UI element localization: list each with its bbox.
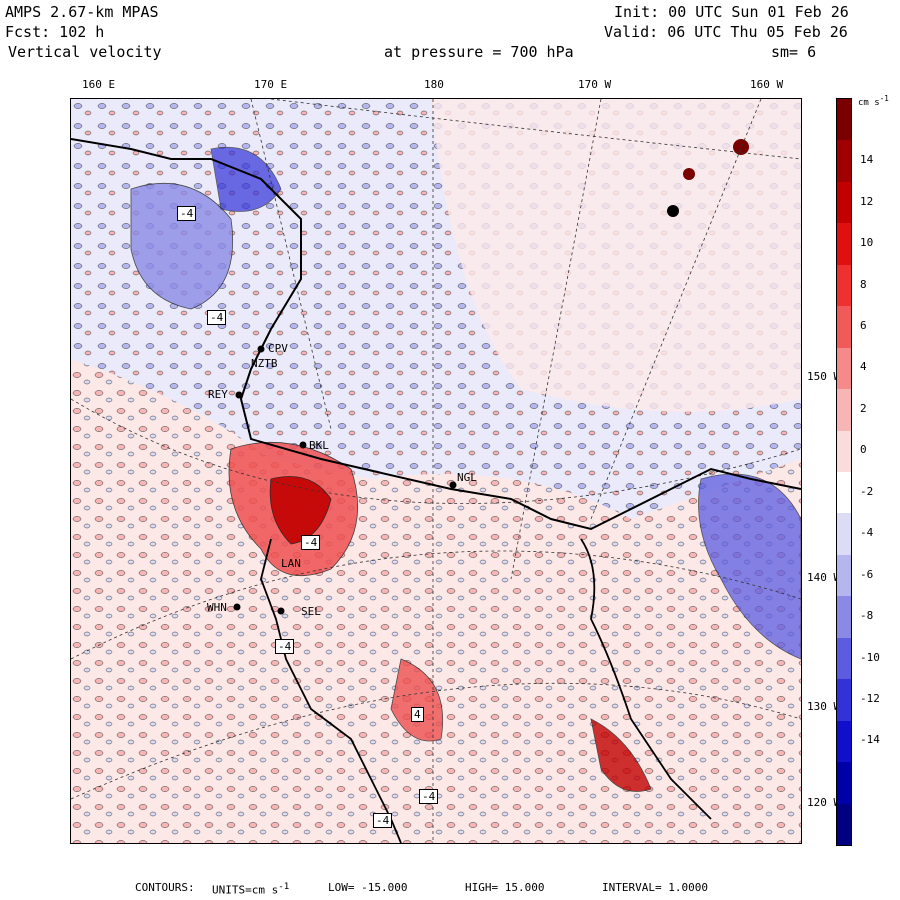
- station-nztb: NZTB: [251, 357, 278, 370]
- downdraft-region: [130, 182, 234, 310]
- station-bkl: BKL: [309, 439, 329, 452]
- lat-label-140w: 140 W: [807, 571, 841, 584]
- colorbar-tick-label: 0: [860, 443, 867, 457]
- colorbar-segment: [837, 762, 851, 805]
- lon-label-160w: 160 W: [750, 78, 784, 91]
- station-lan: LAN: [281, 557, 301, 570]
- lon-label-160e: 160 E: [82, 78, 116, 91]
- colorbar-segment: [837, 306, 851, 349]
- contour-box-label: -4: [373, 813, 393, 828]
- footer-units: UNITS=cm s-1: [212, 881, 290, 897]
- valid-time: Valid: 06 UTC Thu 05 Feb 26: [604, 23, 848, 41]
- colorbar-segment: [837, 389, 851, 432]
- model-title: AMPS 2.67-km MPAS: [5, 3, 159, 21]
- contour-box-label: -4: [301, 535, 321, 550]
- lon-label-170w: 170 W: [578, 78, 612, 91]
- map-canvas: [71, 99, 801, 843]
- colorbar-segment: [837, 472, 851, 514]
- colorbar-segment: [837, 140, 851, 183]
- lat-label-150w: 150 W: [807, 370, 841, 383]
- footer-low: LOW= -15.000: [328, 881, 408, 894]
- colorbar-tick-label: 14: [860, 153, 874, 167]
- footer-contours: CONTOURS:: [135, 881, 195, 894]
- colorbar-tick-label: 12: [860, 194, 874, 208]
- contour-box-label: 4: [411, 707, 424, 722]
- lon-label-180: 180: [424, 78, 444, 91]
- contour-box-label: -4: [207, 310, 227, 325]
- contour-box-label: -4: [177, 206, 197, 221]
- footer-high: HIGH= 15.000: [465, 881, 545, 894]
- colorbar-tick-label: -14: [860, 733, 880, 747]
- colorbar-tick-label: -12: [860, 691, 880, 705]
- station-ngl: NGL: [457, 471, 477, 484]
- colorbar-segment: [837, 554, 851, 597]
- station-whn: WHN: [207, 601, 227, 614]
- colorbar: [836, 98, 852, 846]
- colorbar-segment: [837, 99, 851, 141]
- pressure-level: at pressure = 700 hPa: [384, 43, 574, 61]
- colorbar-segment: [837, 720, 851, 763]
- colorbar-tick-label: 10: [860, 236, 874, 250]
- colorbar-segment: [837, 264, 851, 307]
- lon-label-170e: 170 E: [254, 78, 288, 91]
- lat-label-130w: 130 W: [807, 700, 841, 713]
- field-name: Vertical velocity: [8, 43, 162, 61]
- colorbar-segment: [837, 679, 851, 722]
- colorbar-tick-label: 4: [860, 360, 867, 374]
- station-sel: SEL: [301, 605, 321, 618]
- colorbar-units: cm s-1: [858, 94, 889, 108]
- colorbar-tick-label: -10: [860, 650, 880, 664]
- colorbar-segment: [837, 513, 851, 556]
- colorbar-segment: [837, 637, 851, 680]
- lat-label-120w: 120 W: [807, 796, 841, 809]
- colorbar-tick-label: 6: [860, 318, 867, 332]
- station-cpv: CPV: [268, 342, 288, 355]
- station-markers: [233, 345, 457, 615]
- station-rey: REY: [208, 388, 228, 401]
- colorbar-segment: [837, 596, 851, 639]
- smoothing: sm= 6: [771, 43, 817, 61]
- colorbar-segment: [837, 223, 851, 266]
- colorbar-tick-label: 2: [860, 401, 867, 415]
- vertical-velocity-map: CPV NZTB REY BKL NGL LAN WHN SEL -4 -4 -…: [70, 98, 802, 844]
- footer-interval: INTERVAL= 1.0000: [602, 881, 708, 894]
- contour-box-label: -4: [275, 639, 295, 654]
- colorbar-segment: [837, 803, 851, 846]
- colorbar-segment: [837, 430, 851, 473]
- colorbar-tick-label: -4: [860, 526, 874, 540]
- colorbar-tick-label: -6: [860, 567, 874, 581]
- forecast-hour: Fcst: 102 h: [5, 23, 105, 41]
- contour-box-label: -4: [419, 789, 439, 804]
- init-time: Init: 00 UTC Sun 01 Feb 26: [614, 3, 849, 21]
- colorbar-tick-label: -2: [860, 484, 874, 498]
- colorbar-segment: [837, 347, 851, 390]
- colorbar-segment: [837, 181, 851, 224]
- colorbar-tick-label: -8: [860, 609, 874, 623]
- colorbar-tick-label: 8: [860, 277, 867, 291]
